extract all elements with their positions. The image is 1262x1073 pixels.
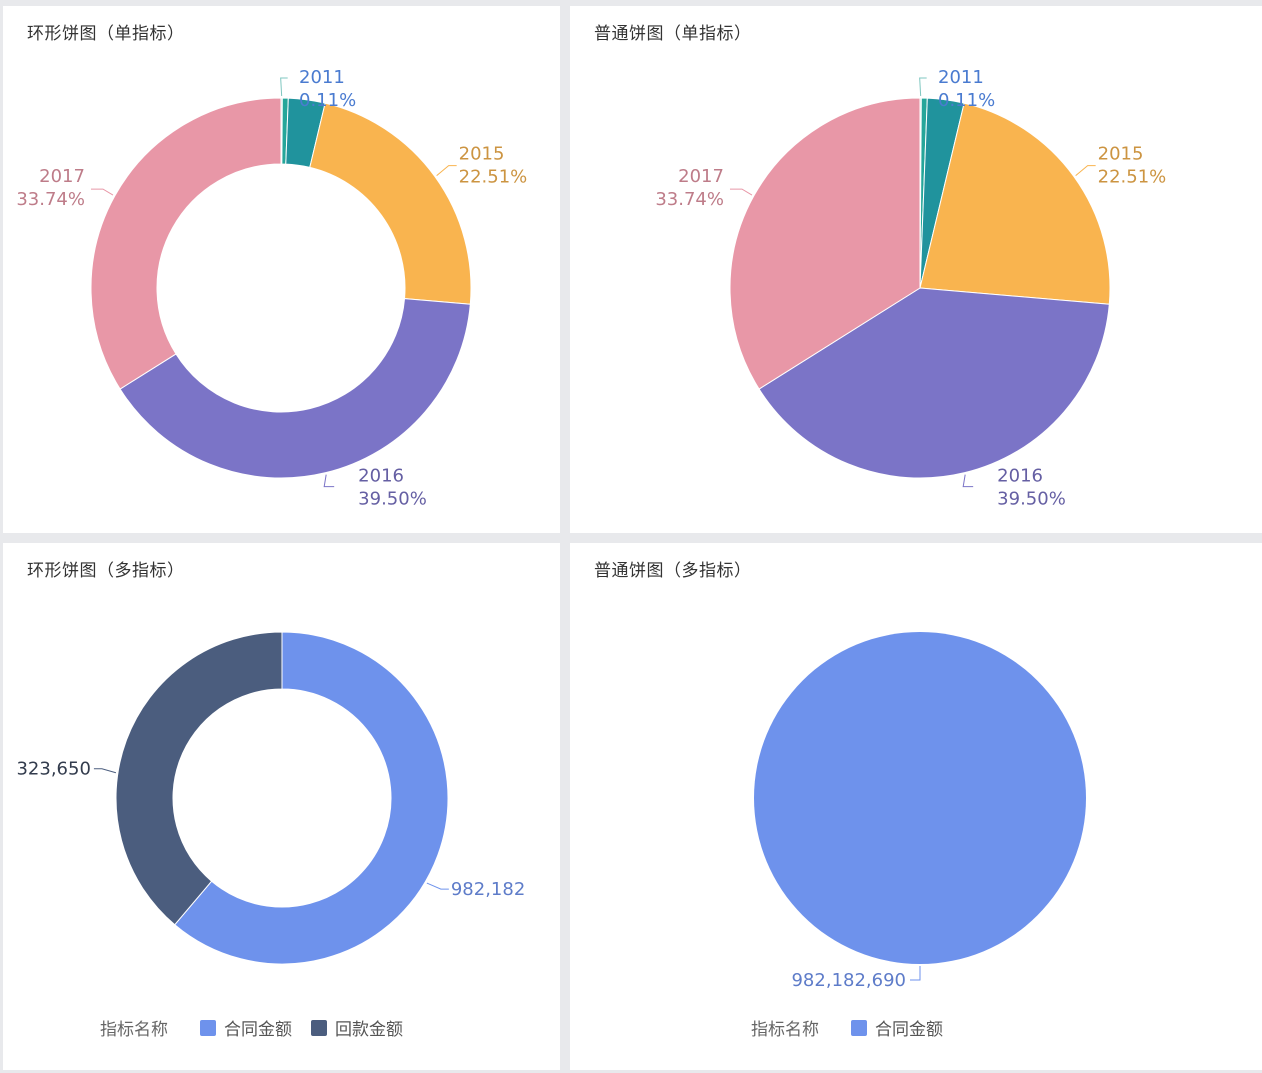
- label-leader-line: [910, 966, 921, 981]
- slice-value-label: 323,650: [16, 759, 90, 780]
- slice-label-2016: 2016 39.50%: [997, 466, 1066, 510]
- slice-label-2015: 2015 22.51%: [1098, 144, 1167, 188]
- label-leader-line: [323, 474, 335, 488]
- pie-slice[interactable]: [174, 631, 449, 965]
- label-leader-line: [426, 882, 449, 890]
- label-leader-line: [90, 188, 114, 196]
- label-leader-line: [93, 768, 117, 774]
- legend-swatch[interactable]: [851, 1020, 867, 1036]
- pie-chart-multi-panel: 普通饼图（多指标） 982,182,690 指标名称 合同金额: [570, 543, 1262, 1070]
- label-leader-line: [280, 77, 288, 97]
- slice-label-2017: 2017 33.74%: [16, 166, 85, 210]
- chart-legend: 指标名称 合同金额: [751, 1020, 943, 1040]
- slice-label-2015: 2015 22.51%: [459, 144, 528, 188]
- panel-title: 普通饼图（单指标）: [594, 24, 752, 44]
- label-leader-line: [1075, 165, 1096, 176]
- pie-slice[interactable]: [115, 631, 283, 926]
- slice-label-2017: 2017 33.74%: [655, 166, 724, 210]
- pie-chart-multi: 982,182,690 指标名称 合同金额: [751, 632, 1086, 1040]
- legend-item-label[interactable]: 回款金额: [335, 1020, 403, 1040]
- legend-title: 指标名称: [751, 1020, 819, 1040]
- slice-value-label: 982,182,690: [791, 970, 906, 991]
- pie-chart-single: 2011 0.11% 2015 22.51% 2016 39.50% 2017 33.74%: [655, 67, 1167, 510]
- donut-chart-single: 2011 0.11% 2015 22.51% 2016 39.50% 2017 33.74%: [16, 67, 528, 510]
- legend-title: 指标名称: [100, 1020, 168, 1040]
- pie-slice[interactable]: [90, 97, 282, 390]
- pie-slice[interactable]: [919, 102, 1111, 305]
- label-leader-line: [436, 165, 457, 176]
- slice-label-2011: 2011 0.11%: [938, 67, 995, 111]
- slice-label-2016: 2016 39.50%: [358, 466, 427, 510]
- label-leader-line: [729, 188, 753, 196]
- legend-item-label[interactable]: 合同金额: [875, 1020, 943, 1040]
- pie-slice[interactable]: [119, 298, 471, 479]
- panel-title: 普通饼图（多指标）: [594, 561, 752, 581]
- legend-item-label[interactable]: 合同金额: [224, 1020, 292, 1040]
- pie-slice[interactable]: [309, 102, 472, 305]
- donut-chart-single-panel: 环形饼图（单指标） 2011 0.11% 2015 22.51% 2016 39.50% 2…: [3, 6, 560, 533]
- donut-chart-multi-panel: 环形饼图（多指标） 982,182 323,650 指标名称 合同金额 回款金额: [3, 543, 560, 1070]
- slice-value-label: 982,182: [451, 879, 525, 900]
- pie-chart-single-panel: 普通饼图（单指标） 2011 0.11% 2015 22.51% 2016 39.50% 2…: [570, 6, 1262, 533]
- panel-title: 环形饼图（单指标）: [27, 24, 185, 44]
- pie-slice[interactable]: [754, 632, 1086, 964]
- label-leader-line: [919, 77, 927, 97]
- legend-swatch[interactable]: [311, 1020, 327, 1036]
- pie-slice[interactable]: [729, 97, 921, 390]
- slice-label-2011: 2011 0.11%: [299, 67, 356, 111]
- donut-chart-multi: 982,182 323,650 指标名称 合同金额 回款金额: [16, 631, 525, 1040]
- pie-slice[interactable]: [758, 287, 1110, 479]
- chart-legend: 指标名称 合同金额 回款金额: [100, 1020, 403, 1040]
- panel-title: 环形饼图（多指标）: [27, 561, 185, 581]
- legend-swatch[interactable]: [200, 1020, 216, 1036]
- label-leader-line: [962, 474, 974, 488]
